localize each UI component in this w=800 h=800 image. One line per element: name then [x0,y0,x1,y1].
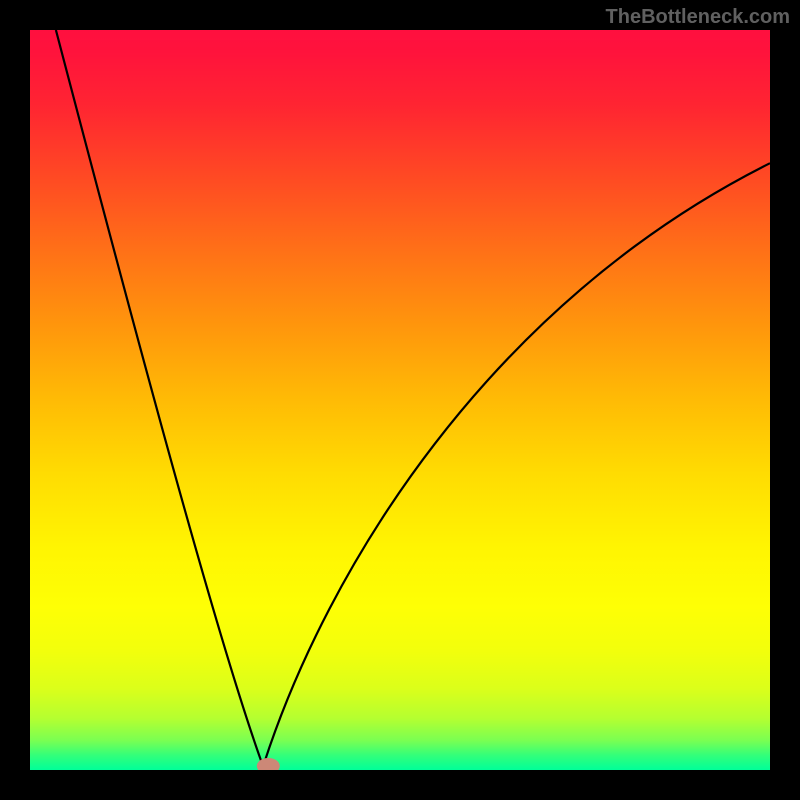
watermark-text: TheBottleneck.com [606,6,790,29]
chart-plot-area [30,30,770,770]
bottleneck-curve-path [56,30,770,766]
bottleneck-curve [30,30,770,770]
optimum-marker [257,758,279,770]
